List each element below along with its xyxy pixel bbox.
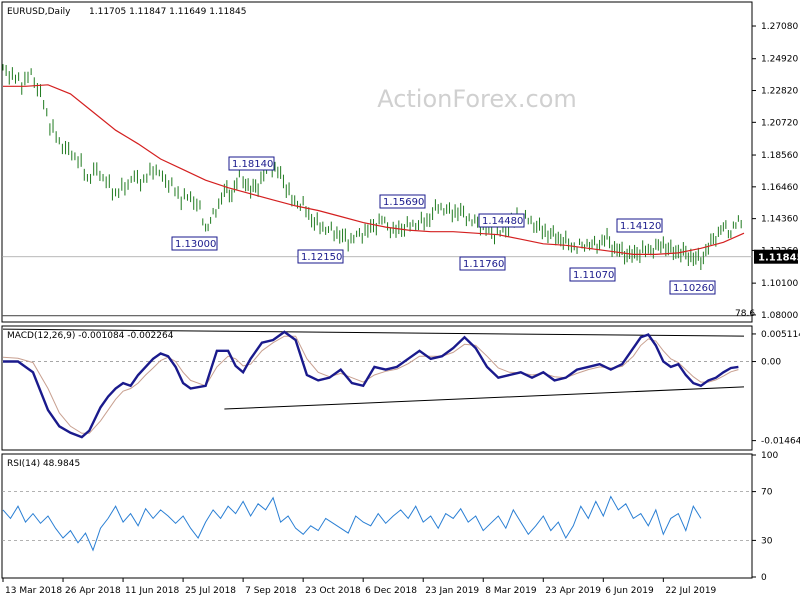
price-series (2, 64, 745, 271)
macd-ytick-label: 0.005114 (761, 330, 800, 340)
date-axis: 13 Mar 2018 26 Apr 2018 11 Jun 2018 25 Jul … (2, 578, 717, 596)
date-tick-label: 6 Jun 2019 (605, 586, 654, 596)
rsi-line (2, 495, 702, 552)
price-ytick-label: 1.10100 (761, 279, 798, 289)
price-ytick-label: 1.18560 (761, 151, 798, 161)
price-callout-label: 1.13000 (175, 239, 216, 250)
price-header-symbol: EURUSD,Daily (7, 7, 71, 17)
rsi-ytick-label: 30 (761, 536, 773, 546)
macd-axis: 0.005114 0.00 -0.014647 (752, 330, 800, 447)
price-ytick-label: 1.14360 (761, 215, 798, 225)
date-tick-label: 6 Dec 2018 (365, 586, 417, 596)
date-tick-label: 13 Mar 2018 (5, 586, 62, 596)
date-tick-label: 11 Jun 2018 (125, 586, 179, 596)
price-panel-frame (1, 1, 753, 323)
rsi-axis: 100 70 30 0 (752, 451, 778, 583)
price-axis: 1.27080 1.24920 1.22820 1.20720 1.18560 1.164… (752, 22, 800, 321)
price-header-ohlc: 1.11705 1.11847 1.11649 1.11845 (89, 7, 246, 17)
price-callout-box (478, 213, 525, 228)
ma-line (3, 84, 745, 255)
last-price-value: 1.11845 (758, 253, 800, 264)
macd-ytick-label: 0.00 (761, 358, 781, 368)
rsi-ytick-label: 70 (761, 488, 773, 498)
macd-series (2, 328, 752, 439)
rsi-series (2, 491, 752, 552)
price-callout-label: 1.15690 (383, 197, 424, 208)
last-price-tag (754, 249, 798, 264)
price-ytick-label: 1.24920 (761, 55, 798, 65)
price-callout-box (569, 267, 616, 282)
macd-line (3, 330, 739, 439)
price-callout-label: 1.10260 (673, 283, 714, 294)
rsi-ytick-label: 0 (761, 573, 767, 583)
date-tick-label: 8 Mar 2019 (485, 586, 537, 596)
date-tick-label: 23 Apr 2019 (545, 586, 601, 596)
date-tick-label: 26 Apr 2018 (65, 586, 121, 596)
price-callout-label: 1.14480 (482, 216, 523, 227)
price-ytick-label: 1.22820 (761, 87, 798, 97)
price-callout-label: 1.11760 (463, 259, 504, 270)
price-callout-box (379, 194, 426, 209)
date-tick-label: 23 Oct 2018 (305, 586, 361, 596)
rsi-title: RSI(14) 48.9845 (7, 459, 80, 469)
rsi-ytick-label: 100 (761, 451, 778, 461)
price-grid (2, 256, 752, 317)
macd-title: MACD(12,26,9) -0.001084 -0.002264 (7, 331, 174, 341)
date-tick-label: 23 Jan 2019 (425, 586, 479, 596)
date-tick-label: 22 Jul 2019 (665, 586, 716, 596)
fib-label: 78.6 (735, 309, 755, 319)
macd-panel-frame (1, 325, 753, 451)
price-ytick-label: 1.16460 (761, 183, 798, 193)
price-callout-label: 1.18140 (232, 159, 273, 170)
macd-signal-line (2, 335, 739, 434)
price-callout-label: 1.14120 (620, 221, 661, 232)
price-ytick-label: 1.08000 (761, 311, 798, 321)
macd-upper-trendline (2, 328, 745, 337)
price-callout-label: 1.12150 (301, 252, 342, 263)
price-callout-box (171, 236, 218, 251)
price-callout-label: 1.11070 (573, 270, 614, 281)
price-ytick-label: 1.20720 (761, 118, 798, 128)
price-callout-box (297, 249, 344, 264)
price-callout-box (669, 280, 716, 295)
price-callout-box (616, 218, 663, 233)
macd-ytick-label: -0.014647 (761, 437, 800, 447)
rsi-panel-frame (1, 453, 753, 579)
date-tick-label: 25 Jul 2018 (185, 586, 236, 596)
price-callout-box (228, 156, 275, 171)
macd-lower-trendline (224, 386, 745, 410)
price-ytick-label: 1.27080 (761, 22, 798, 32)
price-annotations: 1.18140 1.13000 1.12150 1.15690 1.14480 1.117… (171, 156, 716, 295)
price-callout-box (459, 256, 506, 271)
date-tick-label: 7 Sep 2018 (245, 586, 297, 596)
watermark: ActionForex.com (377, 85, 577, 113)
